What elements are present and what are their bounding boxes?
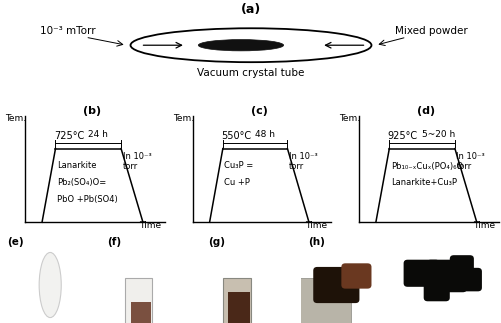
Text: Cu₃P =: Cu₃P =: [224, 162, 253, 171]
Text: Time: Time: [139, 221, 161, 230]
Text: 725°C: 725°C: [54, 131, 84, 141]
Text: Pb₂(SO₄)O=: Pb₂(SO₄)O=: [57, 178, 106, 187]
Text: Cu +P: Cu +P: [224, 178, 250, 187]
Ellipse shape: [39, 253, 61, 318]
Text: In 10⁻³
torr: In 10⁻³ torr: [288, 152, 317, 171]
Text: (e): (e): [7, 237, 24, 247]
Text: Vacuum crystal tube: Vacuum crystal tube: [197, 68, 304, 78]
Text: (f): (f): [107, 237, 121, 247]
Text: 550°C: 550°C: [221, 131, 251, 141]
Text: 10⁻³ mTorr: 10⁻³ mTorr: [40, 26, 95, 36]
Text: Lanarkite+Cu₃P: Lanarkite+Cu₃P: [390, 178, 456, 187]
Text: Pb₁₀₋ₓCuₓ(PO₄)₆O: Pb₁₀₋ₓCuₓ(PO₄)₆O: [390, 162, 462, 171]
FancyBboxPatch shape: [426, 260, 466, 292]
FancyBboxPatch shape: [403, 260, 439, 287]
Text: Tem.: Tem.: [5, 114, 26, 123]
Text: 5~20 h: 5~20 h: [421, 130, 454, 139]
Text: 925°C: 925°C: [387, 131, 417, 141]
Text: Mixed powder: Mixed powder: [395, 26, 467, 36]
Text: Tem.: Tem.: [338, 114, 359, 123]
Text: (c): (c): [250, 106, 267, 116]
FancyBboxPatch shape: [423, 281, 449, 301]
Text: Time: Time: [472, 221, 494, 230]
FancyBboxPatch shape: [341, 263, 371, 289]
Bar: [125, 278, 151, 323]
Text: (g): (g): [207, 237, 224, 247]
Bar: [267, 278, 351, 323]
Text: 48 h: 48 h: [255, 130, 275, 139]
Text: (i): (i): [408, 237, 421, 247]
Text: (b): (b): [83, 106, 101, 116]
Bar: [222, 278, 250, 323]
Bar: [227, 292, 249, 323]
Text: Time: Time: [305, 221, 327, 230]
Text: (a): (a): [240, 3, 261, 16]
Text: (h): (h): [308, 237, 325, 247]
Text: In 10⁻³
torr: In 10⁻³ torr: [122, 152, 151, 171]
Ellipse shape: [198, 39, 283, 51]
Text: 24 h: 24 h: [88, 130, 108, 139]
Text: Lanarkite: Lanarkite: [57, 162, 97, 171]
Bar: [130, 302, 150, 323]
Text: In 10⁻³
torr: In 10⁻³ torr: [455, 152, 484, 171]
Text: PbO +Pb(SO4): PbO +Pb(SO4): [57, 195, 118, 204]
FancyBboxPatch shape: [451, 268, 481, 291]
FancyBboxPatch shape: [449, 255, 473, 273]
Text: (d): (d): [416, 106, 434, 116]
Text: Tem.: Tem.: [173, 114, 194, 123]
FancyBboxPatch shape: [313, 267, 359, 303]
